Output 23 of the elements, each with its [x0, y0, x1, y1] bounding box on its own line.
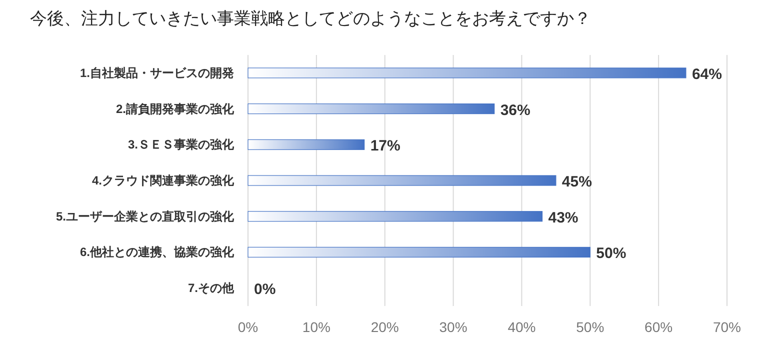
x-tick-label: 20% — [370, 319, 399, 335]
data-label: 43% — [548, 209, 578, 226]
x-tick-label: 60% — [644, 319, 673, 335]
y-tick-label: 1.自社製品・サービスの開発 — [80, 66, 234, 80]
x-tick-label: 30% — [439, 319, 468, 335]
data-label: 17% — [370, 138, 400, 155]
x-tick-label: 0% — [238, 319, 258, 335]
y-tick-label: 6.他社との連携、協業の強化 — [80, 245, 235, 260]
data-label: 0% — [254, 281, 276, 298]
y-tick-label: 4.クラウド関連事業の強化 — [92, 174, 235, 188]
data-label: 50% — [596, 245, 626, 262]
data-label: 64% — [692, 66, 722, 83]
x-tick-label: 10% — [302, 319, 330, 335]
x-tick-label: 40% — [508, 319, 536, 335]
y-tick-label: 3.ＳＥＳ事業の強化 — [128, 138, 235, 152]
x-tick-label: 50% — [576, 319, 604, 335]
y-tick-label: 5.ユーザー企業との直取引の強化 — [56, 209, 235, 224]
chart-title: 今後、注力していきたい事業戦略としてどのようなことをお考えですか？ — [30, 9, 591, 28]
y-tick-label: 7.その他 — [188, 281, 235, 296]
data-label: 45% — [562, 174, 592, 190]
x-tick-label: 70% — [712, 319, 742, 335]
y-tick-label: 2.請負開発事業の強化 — [116, 102, 235, 116]
data-label: 36% — [500, 102, 530, 119]
